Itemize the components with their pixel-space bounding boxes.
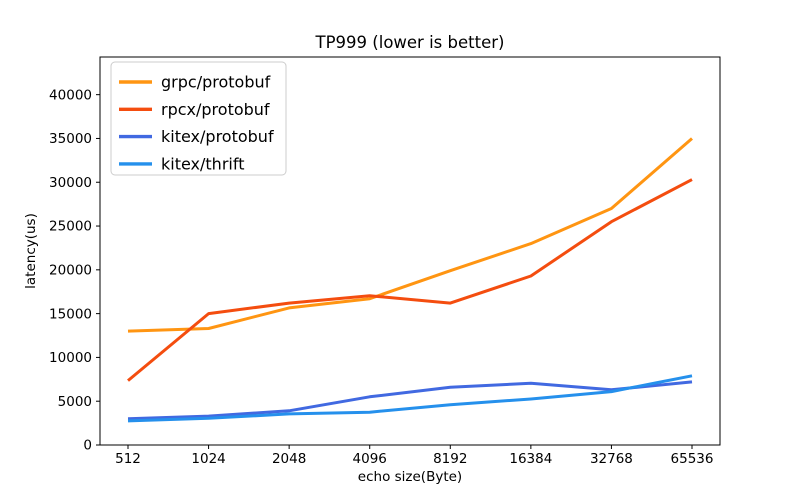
series-line-kitex-protobuf [127,380,693,421]
legend-item-label: rpcx/protobuf [161,100,270,119]
y-tick-label: 5000 [58,394,92,410]
legend-item-label: kitex/protobuf [161,127,274,146]
x-tick-label: 32768 [590,451,633,467]
series-line-kitex-thrift [127,374,693,423]
x-tick-label: 1024 [191,451,225,467]
y-axis-label: latency(us) [23,213,39,289]
legend-box [110,61,287,176]
y-tick-label: 0 [83,438,92,454]
y-tick-label: 20000 [49,263,92,279]
legend-item-label: grpc/protobuf [161,73,271,92]
legend-item-label: kitex/thrift [161,154,244,173]
x-tick-label: 512 [115,451,141,467]
legend: grpc/protobuf rpcx/protobuf kitex/protobuf… [110,61,287,176]
chart-title: TP999 (lower is better) [315,33,505,52]
y-tick-label: 10000 [49,350,92,366]
y-tick-label: 25000 [49,219,92,235]
plot-border [99,56,721,446]
x-tick-label: 2048 [272,451,306,467]
y-tick-label: 35000 [49,131,92,147]
x-tick-label: 16384 [509,451,552,467]
y-tick-label: 30000 [49,175,92,191]
y-tick-label: 40000 [49,87,92,103]
x-tick-label: 65536 [671,451,714,467]
x-tick-label: 4096 [353,451,387,467]
x-axis-label: echo size(Byte) [358,469,462,485]
series-line-rpcx-protobuf [127,178,693,382]
series-line-grpc-protobuf [127,137,693,333]
plot-area: 0 5000 10000 15000 20000 25000 30000 35000 40000… [49,56,721,467]
y-tick-label: 15000 [49,306,92,322]
x-tick-label: 8192 [433,451,467,467]
